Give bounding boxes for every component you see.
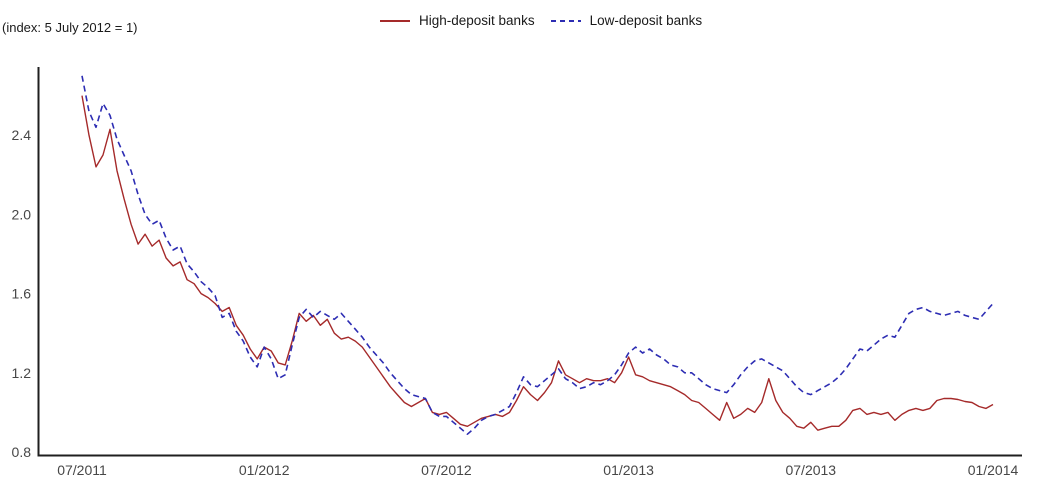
- high-deposit-series-line: [81, 95, 994, 431]
- y-tick-label: 2.4: [12, 127, 32, 143]
- y-tick-label: 1.2: [12, 365, 32, 381]
- y-tick-label: 0.8: [12, 444, 32, 460]
- legend-label-high-deposit: High-deposit banks: [419, 13, 535, 28]
- x-tick-label: 01/2012: [239, 462, 290, 478]
- y-tick-label: 2.0: [12, 206, 32, 222]
- index-note: (index: 5 July 2012 = 1): [2, 20, 138, 35]
- low-deposit-line-swatch: [550, 19, 581, 22]
- low-deposit-series-line: [81, 75, 994, 436]
- x-tick-label: 07/2013: [785, 462, 836, 478]
- y-tick-label: 1.6: [12, 286, 32, 302]
- x-tick-label: 07/2011: [57, 462, 107, 478]
- high-deposit-line-swatch: [380, 19, 410, 22]
- legend-item-high-deposit: High-deposit banks: [380, 13, 535, 28]
- legend-label-low-deposit: Low-deposit banks: [589, 13, 703, 28]
- legend-item-low-deposit: Low-deposit banks: [550, 13, 703, 28]
- x-tick-label: 01/2013: [603, 462, 654, 478]
- x-tick-label: 01/2014: [968, 462, 1019, 478]
- x-tick-label: 07/2012: [421, 462, 472, 478]
- legend: High-deposit banks Low-deposit banks: [380, 13, 702, 28]
